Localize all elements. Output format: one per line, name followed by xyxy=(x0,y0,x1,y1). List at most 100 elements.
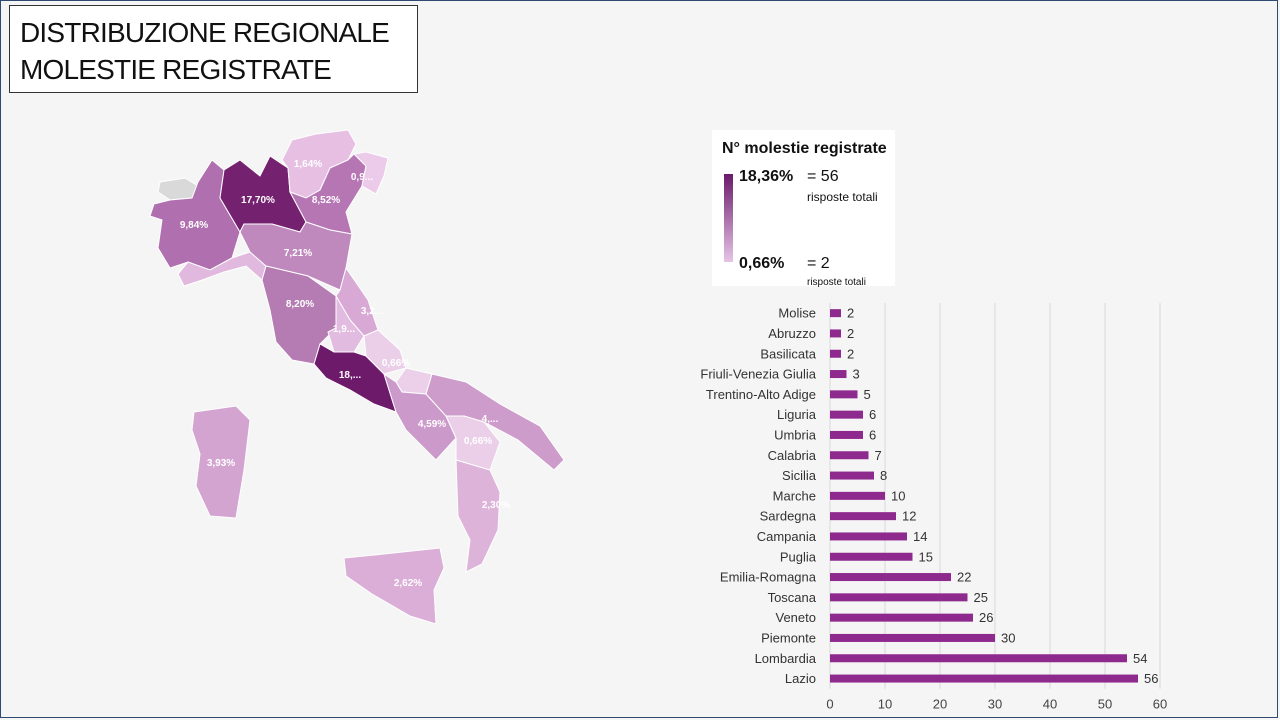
category-label-trentino-alto-adige: Trentino-Alto Adige xyxy=(706,387,816,402)
map-label-lombardia: 17,70% xyxy=(241,195,275,206)
value-label-sardegna: 12 xyxy=(902,509,916,524)
map-label-emilia-romagna: 7,21% xyxy=(284,248,312,259)
category-label-umbria: Umbria xyxy=(774,427,817,442)
x-tick-label-0: 0 xyxy=(826,697,833,712)
value-label-liguria: 6 xyxy=(869,407,876,422)
bar-basilicata xyxy=(830,349,841,358)
map-label-basilicata: 0,66% xyxy=(464,436,492,447)
value-label-calabria: 7 xyxy=(875,448,882,463)
category-label-abruzzo: Abruzzo xyxy=(768,326,816,341)
bar-molise xyxy=(830,309,841,318)
bar-campania xyxy=(830,532,907,541)
bar-emilia-romagna xyxy=(830,573,951,582)
map-region-friuli-venezia-giulia xyxy=(352,151,389,195)
bar-sicilia xyxy=(830,471,874,480)
value-label-piemonte: 30 xyxy=(1001,630,1015,645)
legend-max-caption: risposte totali xyxy=(807,190,878,204)
bar-veneto xyxy=(830,613,973,622)
value-label-friuli-venezia-giulia: 3 xyxy=(853,367,860,382)
category-label-lombardia: Lombardia xyxy=(755,651,817,666)
map-label-veneto: 8,52% xyxy=(312,195,340,206)
bar-piemonte xyxy=(830,633,995,642)
category-label-campania: Campania xyxy=(757,529,817,544)
map-region-basilicata xyxy=(445,415,501,471)
map-label-puglia: 4,... xyxy=(482,414,499,425)
bar-puglia xyxy=(830,552,913,561)
value-label-emilia-romagna: 22 xyxy=(957,570,971,585)
title-line-2: MOLESTIE REGISTRATE xyxy=(20,54,332,85)
title-box: DISTRIBUZIONE REGIONALE MOLESTIE REGISTR… xyxy=(9,5,418,93)
category-label-lazio: Lazio xyxy=(785,671,816,686)
value-label-puglia: 15 xyxy=(919,549,933,564)
x-tick-label-30: 30 xyxy=(988,697,1002,712)
map-label-sicilia: 2,62% xyxy=(394,578,422,589)
legend-min-value: = 2 xyxy=(807,255,830,272)
map-label-marche: 3,2... xyxy=(361,306,383,317)
category-label-calabria: Calabria xyxy=(768,448,817,463)
map-label-lazio: 18,... xyxy=(339,370,361,381)
bar-friuli-venezia-giulia xyxy=(830,370,847,379)
value-label-campania: 14 xyxy=(913,529,927,544)
bar-lombardia xyxy=(830,654,1127,663)
value-label-toscana: 25 xyxy=(974,590,988,605)
x-tick-label-60: 60 xyxy=(1153,697,1167,712)
map-label-calabria: 2,30% xyxy=(482,500,510,511)
legend-max-percent: 18,36% xyxy=(739,168,794,185)
value-label-marche: 10 xyxy=(891,488,905,503)
title-line-1: DISTRIBUZIONE REGIONALE xyxy=(20,17,390,48)
map-region-liguria xyxy=(177,251,267,287)
value-label-umbria: 6 xyxy=(869,427,876,442)
map-label-umbria: 1,9... xyxy=(333,324,355,335)
category-label-puglia: Puglia xyxy=(780,549,817,564)
category-label-emilia-romagna: Emilia-Romagna xyxy=(720,570,817,585)
value-label-lazio: 56 xyxy=(1144,671,1158,686)
bar-chart: 0 10 20 30 40 50 60 Molise 2 Abruzzo 2 Basilicata 2 F… xyxy=(700,303,1167,712)
bar-trentino-alto-adige xyxy=(830,390,858,399)
category-label-piemonte: Piemonte xyxy=(761,630,816,645)
bar-calabria xyxy=(830,451,869,460)
map-label-piemonte: 9,84% xyxy=(180,220,208,231)
legend-title: N° molestie registrate xyxy=(722,140,887,157)
legend-max-value: = 56 xyxy=(807,168,839,185)
legend-min-caption: risposte totali xyxy=(807,277,866,288)
category-label-toscana: Toscana xyxy=(768,590,817,605)
category-label-basilicata: Basilicata xyxy=(760,346,816,361)
map-region-sicilia xyxy=(343,547,445,625)
value-label-lombardia: 54 xyxy=(1133,651,1147,666)
category-label-sardegna: Sardegna xyxy=(760,509,817,524)
category-label-liguria: Liguria xyxy=(777,407,817,422)
x-tick-label-50: 50 xyxy=(1098,697,1112,712)
italy-map: 9,84% 17,70% 1,64% 8,52% 0,9... 7,21% 8,20% 3,2… xyxy=(149,129,565,625)
map-label-campania: 4,59% xyxy=(418,419,446,430)
bar-lazio xyxy=(830,674,1138,683)
bar-sardegna xyxy=(830,512,896,521)
value-label-molise: 2 xyxy=(847,306,854,321)
bar-liguria xyxy=(830,410,863,419)
map-label-sardegna: 3,93% xyxy=(207,458,235,469)
map-label-abruzzo: 0,66% xyxy=(382,358,410,369)
map-legend: N° molestie registrate 18,36% = 56 rispo… xyxy=(712,130,895,288)
x-tick-label-20: 20 xyxy=(933,697,947,712)
value-label-sicilia: 8 xyxy=(880,468,887,483)
value-label-veneto: 26 xyxy=(979,610,993,625)
category-label-marche: Marche xyxy=(773,488,816,503)
bar-marche xyxy=(830,491,885,500)
map-region-calabria xyxy=(455,459,501,573)
map-label-trentino-alto-adige: 1,64% xyxy=(294,159,322,170)
value-label-trentino-alto-adige: 5 xyxy=(864,387,871,402)
map-region-sardegna xyxy=(191,405,251,519)
category-label-friuli-venezia-giulia: Friuli-Venezia Giulia xyxy=(700,367,816,382)
category-label-veneto: Veneto xyxy=(776,610,817,625)
x-tick-label-40: 40 xyxy=(1043,697,1057,712)
bar-abruzzo xyxy=(830,329,841,338)
map-region-puglia xyxy=(425,373,565,471)
category-label-molise: Molise xyxy=(778,306,816,321)
category-label-sicilia: Sicilia xyxy=(782,468,817,483)
value-label-basilicata: 2 xyxy=(847,346,854,361)
legend-gradient xyxy=(724,174,733,262)
bar-toscana xyxy=(830,593,968,602)
bar-umbria xyxy=(830,430,863,439)
map-label-friuli-venezia-giulia: 0,9... xyxy=(351,172,373,183)
legend-min-percent: 0,66% xyxy=(739,255,785,272)
value-label-abruzzo: 2 xyxy=(847,326,854,341)
